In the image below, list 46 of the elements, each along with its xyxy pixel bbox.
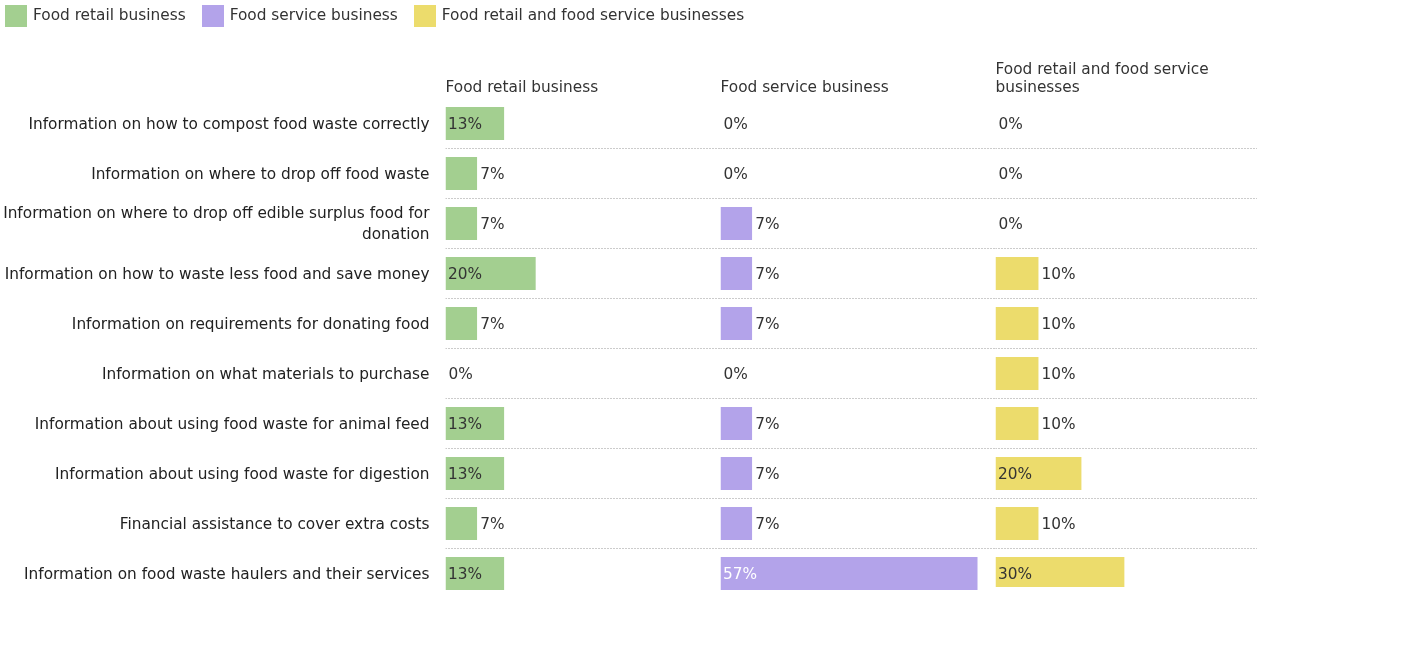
y-tick-label: Information on how to compost food waste correctly: [28, 114, 430, 133]
data-label: 7%: [755, 214, 780, 233]
data-label: 20%: [997, 464, 1033, 483]
legend-label: Food retail and food service businesses: [440, 5, 745, 27]
y-tick-label: Information on where to drop off edible surplus food for donation: [3, 203, 431, 244]
data-label: 13%: [448, 564, 483, 583]
data-label: 30%: [997, 564, 1033, 583]
y-tick-label: Financial assistance to cover extra costs: [119, 514, 430, 533]
chart-title: Food retail business: [445, 77, 599, 96]
data-label: 7%: [480, 514, 505, 533]
data-label: 0%: [998, 114, 1023, 133]
data-label: 13%: [448, 464, 483, 483]
data-label: 10%: [1041, 414, 1076, 433]
data-label: 7%: [480, 214, 505, 233]
y-tick-label: Information on what materials to purchase: [101, 364, 430, 383]
data-label: 7%: [755, 414, 780, 433]
data-label: 7%: [755, 314, 780, 333]
y-tick-label: Information on food waste haulers and their services: [24, 564, 430, 583]
legend-label: Food retail business: [32, 5, 186, 27]
data-label: 7%: [480, 314, 505, 333]
data-label: 20%: [448, 264, 483, 283]
data-label: 57%: [723, 564, 758, 583]
chart-title: Food retail and food service businesses: [995, 59, 1209, 96]
data-label: 10%: [1041, 264, 1076, 283]
data-label: 7%: [755, 464, 780, 483]
data-label: 0%: [723, 364, 748, 383]
y-tick-label: Information on where to drop off food waste: [91, 164, 430, 183]
y-tick-label: Information about using food waste for animal feed: [34, 414, 430, 433]
data-label: 13%: [448, 114, 483, 133]
legend-label: Food service business: [228, 5, 398, 27]
chart-title: Food service business: [720, 77, 889, 96]
data-label: 10%: [1041, 514, 1076, 533]
y-tick-label: Information about using food waste for digestion: [55, 464, 430, 483]
data-label: 7%: [755, 264, 780, 283]
data-label: 7%: [480, 164, 505, 183]
y-tick-label: Information on requirements for donating food: [71, 314, 430, 333]
data-label: 0%: [998, 214, 1023, 233]
data-label: 13%: [448, 414, 483, 433]
data-label: 0%: [998, 164, 1023, 183]
data-label: 10%: [1041, 314, 1076, 333]
y-tick-label: Information on how to waste less food and save money: [4, 264, 430, 283]
data-label: 7%: [755, 514, 780, 533]
data-label: 0%: [723, 114, 748, 133]
data-label: 0%: [723, 164, 748, 183]
data-label: 10%: [1041, 364, 1076, 383]
data-label: 0%: [448, 364, 473, 383]
